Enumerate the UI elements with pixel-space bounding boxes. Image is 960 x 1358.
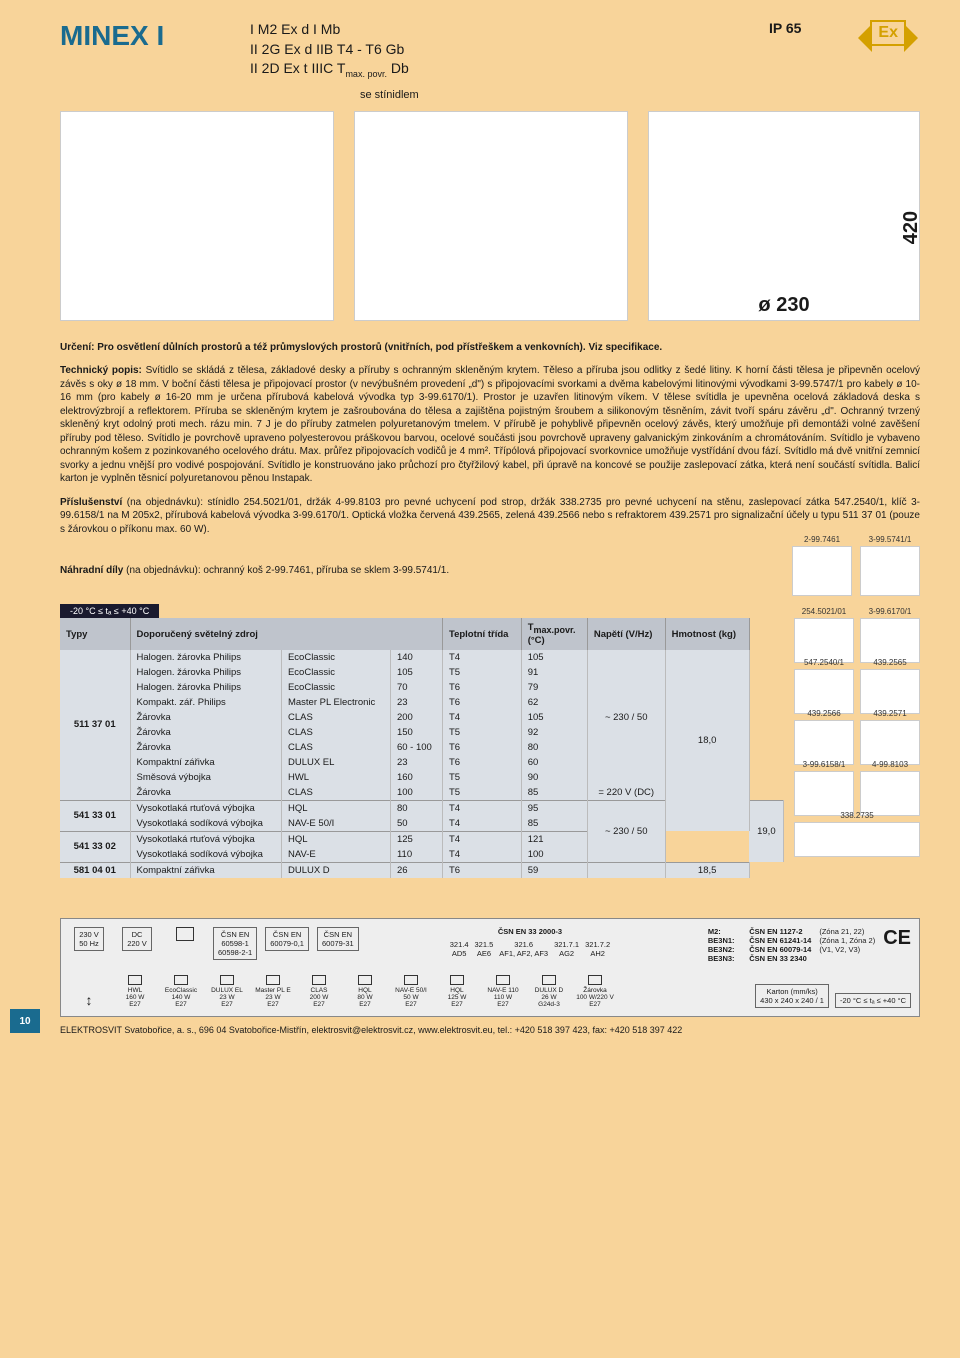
std: 321.5 AE6 — [475, 940, 494, 958]
zones: (Zóna 21, 22) (Zóna 1, Zóna 2) (V1, V2, … — [819, 927, 875, 954]
rating-line: I M2 Ex d I Mb — [250, 20, 409, 40]
footer-text: ELEKTROSVIT Svatobořice, a. s., 696 04 S… — [60, 1025, 682, 1035]
std: ČSN EN 60079-31 — [317, 927, 359, 951]
part-thumb: 547.2540/1 — [794, 669, 854, 714]
std: ČSN EN 60598-1 60598-2-1 — [213, 927, 257, 960]
ex-badge: Ex — [870, 20, 906, 46]
ip-rating: IP 65 — [769, 20, 801, 81]
ratings-block: I M2 Ex d I Mb II 2G Ex d IIB T4 - T6 Gb… — [250, 20, 409, 81]
lamp-spec: NAV-E 110110 WE27 — [483, 975, 523, 1008]
voltage-spec: 230 V 50 Hz — [74, 927, 104, 951]
rating-line: II 2G Ex d IIB T4 - T6 Gb — [250, 40, 409, 60]
dc-spec: DC 220 V — [122, 927, 152, 951]
subtitle: se stínidlem — [360, 89, 920, 101]
part-thumb: 3-99.5741/1 — [860, 546, 920, 596]
standards-box: 230 V 50 Hz DC 220 V ČSN EN 60598-1 6059… — [60, 918, 920, 1017]
part-thumb: 3-99.6170/1 — [860, 618, 920, 663]
temp-spec: -20 °C ≤ tₐ ≤ +40 °C — [835, 993, 911, 1008]
footer: ELEKTROSVIT Svatobořice, a. s., 696 04 S… — [60, 1025, 920, 1035]
th-tmax: Tmax.povr.(°C) — [521, 618, 587, 650]
lamp-spec: NAV-E 50/I50 WE27 — [391, 975, 431, 1008]
lamp-spec: DULUX D26 WG24d-3 — [529, 975, 569, 1008]
th-source: Doporučený světelný zdroj — [130, 618, 442, 650]
symbol-icon — [176, 927, 194, 941]
spare-parts-text: Náhradní díly (na objednávku): ochranný … — [60, 564, 772, 578]
std: 321.4 AD5 — [450, 940, 469, 958]
part-thumb: 439.2571 — [860, 720, 920, 765]
lamp-spec: Žárovka100 W/220 VE27 — [575, 975, 615, 1008]
part-thumb: 254.5021/01 — [794, 618, 854, 663]
std-head: ČSN EN 33 2000-3 — [498, 927, 562, 936]
temp-range-badge: -20 °C ≤ tₐ ≤ +40 °C — [60, 604, 159, 618]
product-images: ø 230 420 — [60, 106, 920, 326]
th-weight: Hmotnost (kg) — [665, 618, 749, 650]
part-thumb: 2-99.7461 — [792, 546, 852, 596]
dim-width: ø 230 — [758, 294, 809, 317]
product-title: MINEX I — [60, 20, 210, 81]
drawing — [648, 111, 920, 321]
page-number: 10 — [10, 1009, 40, 1033]
purpose-text: Určení: Pro osvětlení důlních prostorů a… — [60, 341, 920, 355]
lamp-spec: Master PL E23 WE27 — [253, 975, 293, 1008]
side-parts-column: 254.5021/013-99.6170/1547.2540/1439.2565… — [794, 618, 920, 878]
photo-lamp — [60, 111, 334, 321]
part-thumb: 4-99.8103 — [860, 771, 920, 816]
part-thumb: 3-99.6158/1 — [794, 771, 854, 816]
dim-height: 420 — [900, 210, 923, 243]
std: 321.7.2 AH2 — [585, 940, 610, 958]
photo-shade — [354, 111, 628, 321]
lamp-spec: EcoClassic140 WE27 — [161, 975, 201, 1008]
rating-line: II 2D Ex t IIIC Tmax. povr. Db — [250, 59, 409, 80]
spec-table: Typy Doporučený světelný zdroj Teplotní … — [60, 618, 784, 878]
accessories: Příslušenství (na objednávku): stínidlo … — [60, 496, 920, 537]
lamp-spec: HWL160 WE27 — [115, 975, 155, 1008]
th-temp: Teplotní třída — [442, 618, 521, 650]
ce-mark: CE — [883, 927, 911, 950]
std: 321.7.1 AG2 — [554, 940, 579, 958]
th-type: Typy — [60, 618, 130, 650]
part-thumb: 439.2566 — [794, 720, 854, 765]
lamp-spec: CLAS200 WE27 — [299, 975, 339, 1008]
lamp-spec: HQL80 WE27 — [345, 975, 385, 1008]
karton-spec: Karton (mm/ks) 430 x 240 x 240 / 1 — [755, 984, 829, 1008]
th-voltage: Napětí (V/Hz) — [587, 618, 665, 650]
std: ČSN EN 60079-0,1 — [265, 927, 309, 951]
part-thumb: 338.2735 — [794, 822, 920, 857]
std: 321.6 AF1, AF2, AF3 — [499, 940, 548, 958]
m2-std: ČSN EN 1127-2 ČSN EN 61241-14 ČSN EN 600… — [749, 927, 811, 963]
tech-desc: Technický popis: Svítidlo se skládá z tě… — [60, 364, 920, 486]
lamp-spec: DULUX EL23 WE27 — [207, 975, 247, 1008]
m2-block: M2: BE3N1: BE3N2: BE3N3: — [701, 927, 741, 963]
part-thumb: 439.2565 — [860, 669, 920, 714]
lamp-spec: HQL125 WE27 — [437, 975, 477, 1008]
